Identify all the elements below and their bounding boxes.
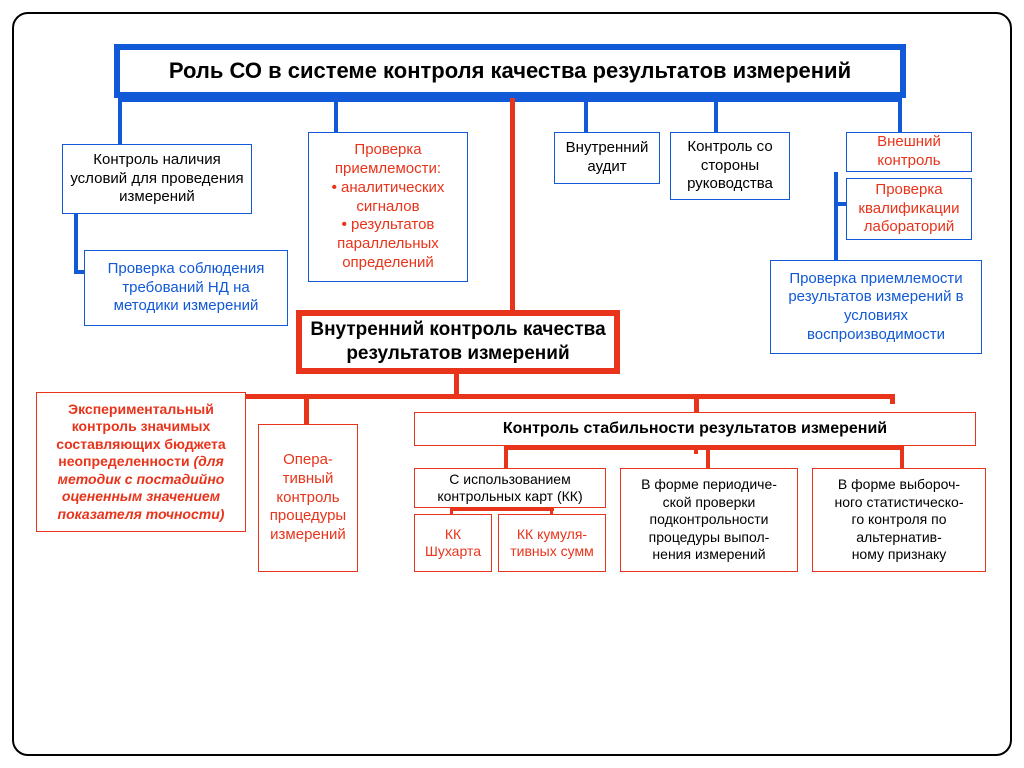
conn: [334, 98, 338, 132]
node-cusum-cc: КК кумуля- тивных сумм: [498, 514, 606, 572]
conn: [504, 446, 508, 468]
center-box: Внутренний контроль качества результатов…: [296, 310, 620, 374]
node-operational-control: Опера- тивный контроль процедуры измерен…: [258, 424, 358, 572]
node-control-charts: С использованием контрольных карт (КК): [414, 468, 606, 508]
conn: [304, 394, 309, 424]
diagram-canvas: { "type": "flowchart", "colors": { "blue…: [12, 12, 1012, 756]
node-experimental-control: Экспериментальный контроль значимых сост…: [36, 392, 246, 532]
conn: [714, 98, 718, 132]
conn: [898, 98, 902, 132]
conn: [890, 394, 895, 404]
node-internal-audit: Внутренний аудит: [554, 132, 660, 184]
conn: [450, 508, 554, 511]
node-periodic-check: В форме периодиче- ской проверки подконт…: [620, 468, 798, 572]
node-control-conditions: Контроль наличия условий для проведения …: [62, 144, 252, 214]
n2-b2: результатов параллельных определений: [315, 216, 461, 272]
conn: [504, 446, 904, 450]
n2-b1: аналитических сигналов: [315, 179, 461, 217]
node-lab-qualification: Проверка квалификации лабораторий: [846, 178, 972, 240]
conn: [694, 446, 698, 454]
node-sampling-control: В форме выбороч- ного статистическо- го …: [812, 468, 986, 572]
conn: [74, 214, 78, 274]
node-stability-control: Контроль стабильности результатов измере…: [414, 412, 976, 446]
node-external-control: Внешний контроль: [846, 132, 972, 172]
conn: [694, 394, 699, 412]
node-acceptability-check: Проверка приемлемости: аналитических сиг…: [308, 132, 468, 282]
conn-center: [510, 98, 515, 310]
node-management-control: Контроль со стороны руководства: [670, 132, 790, 200]
conn: [706, 450, 710, 468]
node-reproducibility: Проверка приемлемости результатов измере…: [770, 260, 982, 354]
node-shewhart-cc: КК Шухарта: [414, 514, 492, 572]
title-box: Роль СО в системе контроля качества резу…: [114, 44, 906, 98]
node-nd-compliance: Проверка соблюдения требований НД на мет…: [84, 250, 288, 326]
conn: [584, 98, 588, 132]
n2-head: Проверка приемлемости:: [315, 141, 461, 179]
conn: [900, 450, 904, 468]
conn: [134, 394, 894, 399]
